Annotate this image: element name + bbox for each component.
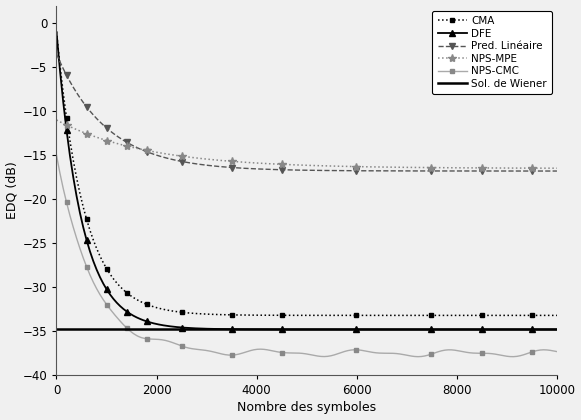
- Sol. de Wiener: [475, 327, 482, 332]
- DFE: [351, 327, 358, 332]
- Line: DFE: DFE: [53, 29, 561, 333]
- Sol. de Wiener: [507, 327, 514, 332]
- DFE: [475, 327, 482, 332]
- Line: NPS-CMC: NPS-CMC: [54, 153, 560, 359]
- Pred. Linéaire: [53, 51, 60, 56]
- NPS-CMC: [349, 347, 356, 352]
- Sol. de Wiener: [351, 327, 358, 332]
- Sol. de Wiener: [53, 327, 60, 332]
- CMA: [53, 29, 60, 34]
- Pred. Linéaire: [359, 168, 366, 173]
- NPS-MPE: [349, 164, 356, 169]
- NPS-CMC: [53, 153, 60, 158]
- NPS-CMC: [351, 347, 358, 352]
- NPS-CMC: [508, 354, 515, 359]
- Y-axis label: EDQ (dB): EDQ (dB): [6, 162, 19, 219]
- NPS-MPE: [53, 118, 60, 123]
- NPS-MPE: [55, 118, 62, 123]
- CMA: [507, 313, 514, 318]
- CMA: [475, 313, 482, 318]
- Pred. Linéaire: [475, 168, 482, 173]
- CMA: [351, 313, 358, 318]
- DFE: [507, 327, 514, 332]
- Sol. de Wiener: [554, 327, 561, 332]
- DFE: [554, 327, 561, 332]
- X-axis label: Nombre des symboles: Nombre des symboles: [237, 402, 376, 415]
- DFE: [349, 327, 356, 332]
- Line: NPS-MPE: NPS-MPE: [52, 116, 561, 172]
- Sol. de Wiener: [359, 327, 366, 332]
- Pred. Linéaire: [349, 168, 356, 173]
- DFE: [359, 327, 366, 332]
- NPS-MPE: [475, 165, 482, 171]
- CMA: [349, 313, 356, 318]
- NPS-MPE: [351, 164, 358, 169]
- NPS-CMC: [507, 354, 514, 359]
- Pred. Linéaire: [554, 168, 561, 173]
- NPS-MPE: [359, 164, 366, 169]
- CMA: [359, 313, 366, 318]
- DFE: [53, 29, 60, 34]
- Sol. de Wiener: [349, 327, 356, 332]
- Pred. Linéaire: [507, 168, 514, 173]
- NPS-CMC: [359, 348, 366, 353]
- CMA: [554, 313, 561, 318]
- NPS-CMC: [554, 349, 561, 354]
- Line: Pred. Linéaire: Pred. Linéaire: [53, 50, 561, 174]
- Pred. Linéaire: [351, 168, 358, 173]
- Sol. de Wiener: [55, 327, 62, 332]
- NPS-CMC: [475, 351, 482, 356]
- NPS-MPE: [507, 165, 514, 171]
- NPS-CMC: [55, 162, 62, 167]
- Legend: CMA, DFE, Pred. Linéaire, NPS-MPE, NPS-CMC, Sol. de Wiener: CMA, DFE, Pred. Linéaire, NPS-MPE, NPS-C…: [432, 11, 552, 94]
- CMA: [55, 46, 62, 51]
- NPS-MPE: [554, 165, 561, 171]
- Pred. Linéaire: [55, 55, 62, 60]
- Line: CMA: CMA: [54, 29, 560, 318]
- DFE: [55, 49, 62, 54]
